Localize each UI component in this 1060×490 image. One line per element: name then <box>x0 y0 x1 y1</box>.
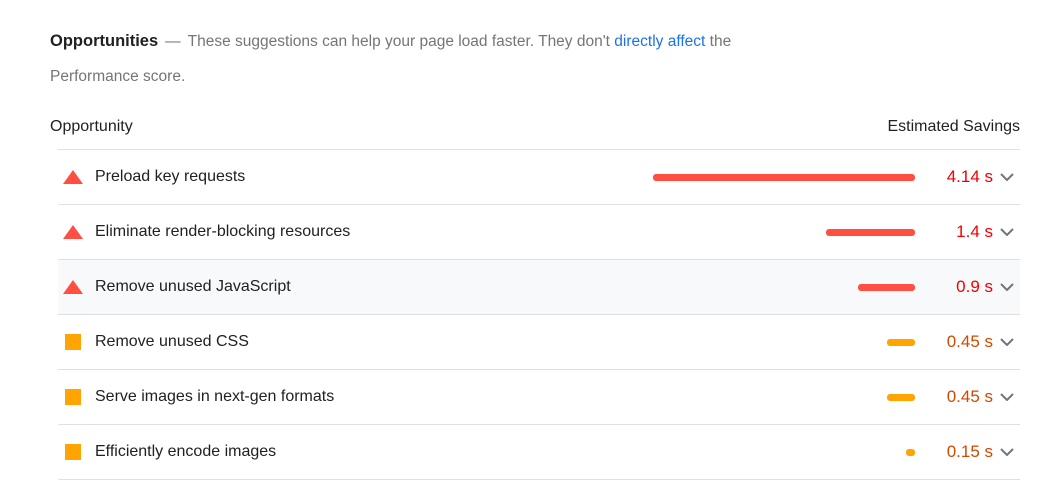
opportunity-row[interactable]: Eliminate render-blocking resources 1.4 … <box>58 205 1020 260</box>
opportunity-label: Remove unused JavaScript <box>95 278 291 295</box>
chevron-down-icon[interactable] <box>999 173 1014 181</box>
chevron-down-icon[interactable] <box>999 338 1014 346</box>
warning-square-icon <box>65 334 81 350</box>
savings-bar-track <box>653 228 915 236</box>
opportunity-label: Serve images in next-gen formats <box>95 388 335 405</box>
savings-bar <box>906 448 915 456</box>
section-description-line2: Performance score. <box>50 68 186 85</box>
opportunity-label: Efficiently encode images <box>95 443 277 460</box>
warning-square-icon <box>65 444 81 460</box>
opportunity-row[interactable]: Remove unused CSS 0.45 s <box>58 315 1020 370</box>
chevron-down-icon[interactable] <box>999 393 1014 401</box>
opportunity-row[interactable]: Preload key requests 4.14 s <box>58 150 1020 205</box>
estimated-savings-value: 0.9 s <box>956 277 993 296</box>
opportunities-section: Opportunities — These suggestions can help… <box>50 24 1020 480</box>
section-dash: — <box>165 33 181 50</box>
opportunity-row[interactable]: Serve images in next-gen formats 0.45 s <box>58 370 1020 425</box>
warning-triangle-icon <box>63 170 83 184</box>
savings-bar <box>887 338 915 346</box>
savings-bar <box>858 283 915 291</box>
savings-bar <box>887 393 915 401</box>
savings-bar-track <box>653 283 915 291</box>
table-header-row: Opportunity Estimated Savings <box>50 105 1020 149</box>
savings-bar <box>826 228 915 236</box>
chevron-down-icon[interactable] <box>999 283 1014 291</box>
chevron-down-icon[interactable] <box>999 228 1014 236</box>
section-title: Opportunities <box>50 32 159 50</box>
column-header-estimated-savings: Estimated Savings <box>887 118 1020 135</box>
warning-square-icon <box>65 389 81 405</box>
section-header: Opportunities — These suggestions can help… <box>50 24 930 94</box>
opportunity-row[interactable]: Efficiently encode images 0.15 s <box>58 425 1020 480</box>
estimated-savings-value: 0.45 s <box>946 387 993 406</box>
directly-affect-link[interactable]: directly affect <box>614 33 706 50</box>
opportunity-label: Preload key requests <box>95 168 246 185</box>
savings-bar-track <box>653 393 915 401</box>
savings-bar-track <box>653 338 915 346</box>
estimated-savings-value: 0.45 s <box>946 332 993 351</box>
estimated-savings-value: 1.4 s <box>956 222 993 241</box>
savings-bar-track <box>653 173 915 181</box>
column-header-opportunity: Opportunity <box>50 118 133 135</box>
estimated-savings-value: 4.14 s <box>946 167 993 186</box>
chevron-down-icon[interactable] <box>999 448 1014 456</box>
estimated-savings-value: 0.15 s <box>946 442 993 461</box>
warning-triangle-icon <box>63 225 83 239</box>
savings-bar <box>653 173 915 181</box>
opportunity-label: Remove unused CSS <box>95 333 249 350</box>
section-description: These suggestions can help your page loa… <box>187 33 615 50</box>
warning-triangle-icon <box>63 280 83 294</box>
opportunity-row[interactable]: Remove unused JavaScript 0.9 s <box>58 260 1020 315</box>
opportunity-label: Eliminate render-blocking resources <box>95 223 351 240</box>
savings-bar-track <box>653 448 915 456</box>
section-description-after: the <box>705 33 732 50</box>
opportunities-table-body: Preload key requests 4.14 s Eliminate re… <box>58 149 1020 480</box>
